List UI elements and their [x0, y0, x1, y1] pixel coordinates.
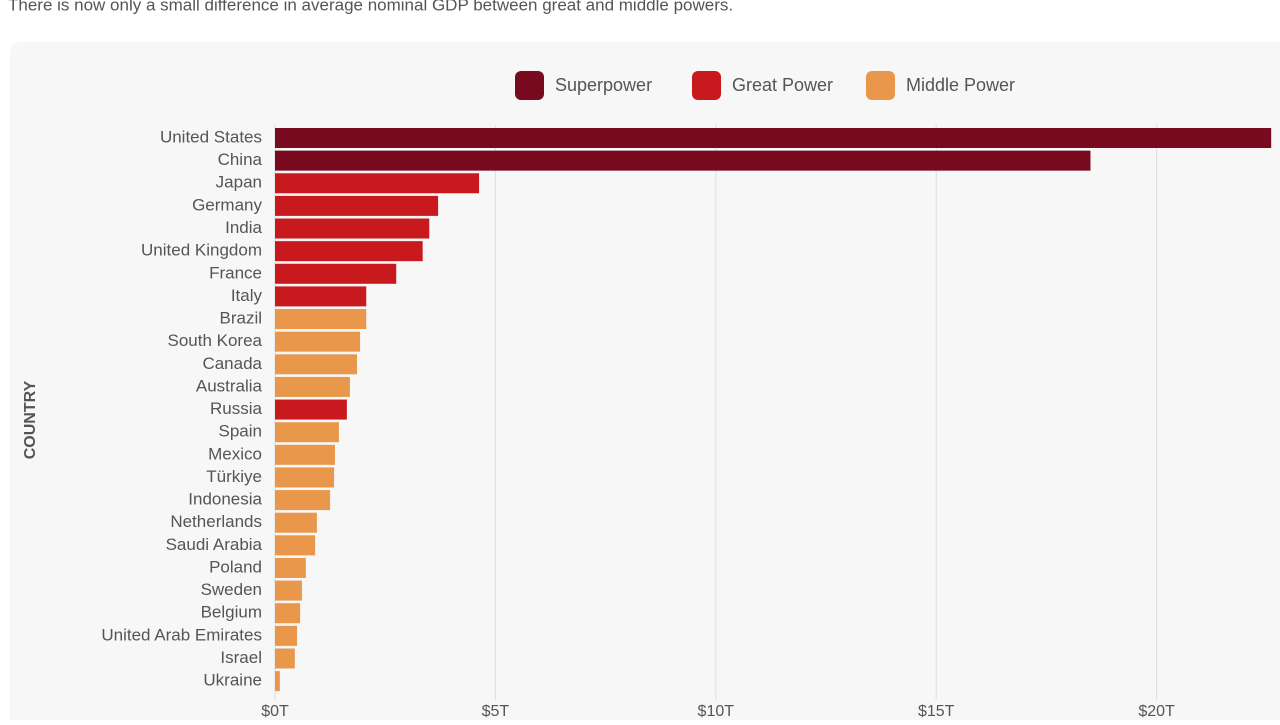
y-tick-label: China — [218, 150, 263, 169]
x-tick-label: $10T — [698, 703, 735, 720]
legend-label: Superpower — [555, 75, 652, 95]
bar — [275, 467, 335, 488]
y-tick-label: Poland — [209, 557, 262, 576]
y-tick-label: Australia — [196, 376, 263, 395]
bar — [275, 286, 367, 307]
y-tick-label: Brazil — [219, 309, 262, 328]
y-tick-label: South Korea — [167, 331, 262, 350]
y-tick-label: Ukraine — [203, 671, 262, 690]
y-tick-label: Saudi Arabia — [166, 535, 263, 554]
y-tick-label: Japan — [216, 173, 262, 192]
bar — [275, 376, 350, 397]
bar — [275, 331, 361, 352]
y-tick-label: Canada — [202, 354, 262, 373]
x-tick-label: $0T — [261, 703, 289, 720]
bar — [275, 671, 280, 692]
y-tick-label: United Kingdom — [141, 241, 262, 260]
bar — [275, 195, 439, 216]
y-tick-label: Sweden — [201, 580, 262, 599]
bar — [275, 444, 335, 465]
x-tick-label: $15T — [918, 703, 955, 720]
y-tick-label: Russia — [210, 399, 263, 418]
y-tick-label: France — [209, 263, 262, 282]
y-tick-label: Italy — [231, 286, 263, 305]
y-tick-label: Türkiye — [206, 467, 262, 486]
y-tick-label: India — [225, 218, 262, 237]
y-tick-label: Germany — [192, 195, 262, 214]
bar — [275, 128, 1272, 148]
bar — [275, 603, 301, 624]
legend-label: Great Power — [732, 75, 833, 95]
bar — [275, 625, 298, 646]
bar — [275, 354, 357, 375]
bar — [275, 309, 367, 330]
x-tick-label: $5T — [482, 703, 510, 720]
y-tick-label: Mexico — [208, 444, 262, 463]
subtitle: There is now only a small difference in … — [8, 0, 733, 14]
bar — [275, 535, 316, 556]
bar — [275, 512, 317, 533]
legend-swatch — [866, 71, 895, 100]
bar — [275, 648, 295, 669]
bar — [275, 422, 339, 443]
y-axis-label: COUNTRY — [22, 380, 39, 459]
legend-swatch — [692, 71, 721, 100]
bar — [275, 241, 423, 262]
y-tick-label: Netherlands — [170, 512, 262, 531]
bar — [275, 490, 331, 511]
legend-swatch — [515, 71, 544, 100]
bar — [275, 173, 480, 194]
y-tick-label: United Arab Emirates — [101, 625, 262, 644]
x-tick-label: $20T — [1138, 703, 1175, 720]
bar — [275, 557, 306, 578]
y-tick-label: Israel — [220, 648, 262, 667]
y-tick-label: Spain — [219, 422, 262, 441]
y-tick-label: Indonesia — [188, 490, 262, 509]
legend-label: Middle Power — [906, 75, 1015, 95]
y-tick-label: United States — [160, 127, 262, 146]
bar — [275, 399, 347, 420]
y-tick-label: Belgium — [201, 603, 262, 622]
bar — [275, 580, 302, 601]
bar — [275, 150, 1091, 171]
bar — [275, 263, 397, 284]
bar — [275, 218, 430, 239]
